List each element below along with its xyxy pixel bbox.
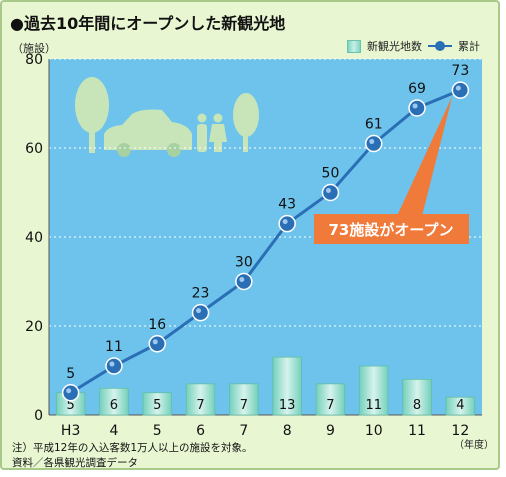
chart-frame: ●過去10年間にオープンした新観光地 （施設） 新観光地数 累計 0 20 40 60… (0, 0, 500, 470)
x-axis-unit: （年度） (454, 438, 494, 451)
legend-line-label: 累計 (458, 40, 480, 53)
bar (185, 383, 216, 416)
line-point-highlight (455, 85, 461, 91)
source-note: 資料／各県観光調査データ (12, 457, 138, 469)
x-tick-label: 11 (408, 423, 426, 439)
x-tick-label: 5 (153, 423, 162, 439)
x-tick-label: 9 (326, 423, 335, 439)
line-value-label: 50 (322, 166, 340, 182)
x-tick-label: 8 (283, 423, 292, 439)
bar (359, 365, 389, 416)
line-value-label: 11 (105, 339, 123, 355)
line-point (365, 134, 383, 153)
line-point (408, 99, 426, 117)
person-icon (197, 113, 207, 123)
bar (229, 383, 259, 416)
x-tick-label: 4 (109, 423, 118, 439)
callout-pointer (397, 96, 453, 216)
x-tick-label: 6 (196, 423, 205, 439)
bar-value-label: 5 (153, 398, 161, 413)
line-point (451, 81, 470, 99)
bar-value-label: 7 (240, 398, 248, 413)
line-point-highlight (66, 388, 72, 394)
line-point-highlight (369, 139, 375, 145)
bar-value-label: 7 (196, 398, 204, 413)
car-icon (104, 109, 192, 150)
callout-text: 73施設がオープン (329, 221, 454, 239)
y-tick-label: 20 (25, 319, 43, 335)
line-point-highlight (196, 308, 202, 314)
bar (142, 392, 172, 416)
person-icon (213, 113, 223, 123)
line-point-highlight (239, 277, 245, 282)
x-tick-label: 12 (451, 423, 469, 439)
chart-svg: 0 20 40 60 80 5 6 5 7 7 13 7 11 8 4 73施設がオープン 5 11 16 23 30 4… (25, 52, 494, 451)
line-point (148, 335, 166, 353)
x-tick-label: 7 (239, 423, 248, 439)
person-body-icon (209, 124, 227, 152)
line-value-label: 16 (148, 317, 166, 333)
car-wheel-icon (117, 143, 131, 157)
line-value-label: 69 (408, 81, 426, 97)
line-value-label: 73 (451, 63, 469, 79)
line-point (321, 183, 340, 202)
line-point (105, 357, 123, 375)
y-tick-label: 60 (25, 141, 43, 157)
bar-value-label: 6 (110, 398, 118, 413)
legend-bar-label: 新観光地数 (367, 40, 422, 53)
legend: 新観光地数 累計 (347, 38, 480, 54)
y-axis-unit: （施設） (12, 42, 56, 55)
line-point-highlight (282, 219, 288, 225)
line-value-label: 5 (66, 366, 75, 382)
bar-value-label: 5 (67, 398, 75, 413)
line-point (61, 384, 80, 402)
y-tick-label: 40 (25, 230, 43, 246)
x-tick-label: 10 (365, 423, 383, 439)
line-value-label: 30 (235, 255, 253, 271)
y-tick-label: 0 (34, 408, 43, 424)
car-wheel-icon (167, 143, 181, 157)
line-point-highlight (109, 361, 115, 367)
tree-icon (233, 93, 259, 137)
line-value-label: 61 (365, 117, 383, 133)
line-point-highlight (325, 188, 331, 193)
tree-icon (75, 77, 109, 133)
bar (315, 383, 346, 416)
bar-value-label: 8 (413, 398, 421, 413)
bar-value-label: 11 (365, 398, 382, 413)
line-point (191, 303, 210, 322)
bar-value-label: 13 (279, 398, 296, 413)
bar-value-label: 4 (456, 398, 464, 413)
tree-trunk-icon (89, 127, 95, 153)
bar (402, 378, 432, 416)
bar-value-label: 7 (326, 398, 334, 413)
legend-line-swatch (428, 41, 452, 51)
line-point (278, 214, 296, 233)
line-value-label: 43 (278, 197, 296, 213)
y-tick-label: 80 (25, 52, 43, 68)
tree-trunk-icon (243, 132, 248, 152)
x-tick-label: H3 (61, 423, 80, 439)
chart-title: ●過去10年間にオープンした新観光地 (10, 14, 286, 33)
legend-bar-swatch (347, 39, 361, 53)
bar (99, 387, 129, 416)
line-value-label: 23 (192, 286, 210, 302)
line-point-highlight (152, 339, 158, 345)
line-point-highlight (412, 103, 418, 109)
cumulative-line (69, 88, 461, 395)
person-body-icon (197, 124, 207, 152)
footnote: 注）平成12年の入込客数1万人以上の施設を対象。 (12, 442, 253, 454)
line-point (235, 272, 253, 291)
callout-box (314, 214, 469, 244)
bar (445, 396, 476, 416)
bar (272, 356, 302, 416)
